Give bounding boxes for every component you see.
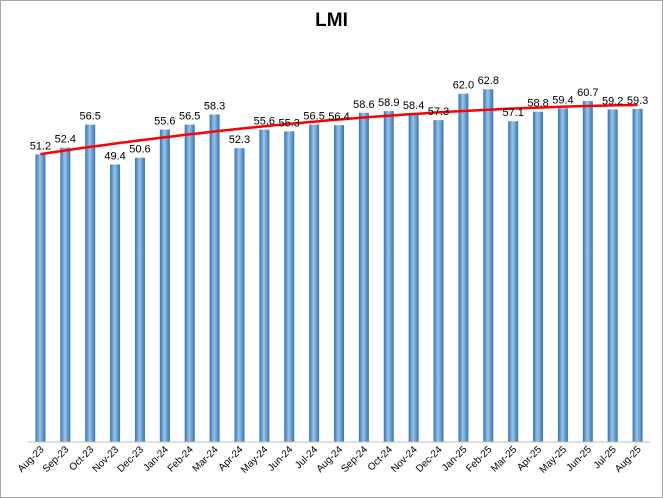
tick-label-Aug-23: Aug-23 (16, 444, 47, 475)
value-label-Jan-24: 55.6 (154, 116, 175, 128)
value-label-Jun-24: 55.3 (279, 117, 300, 129)
bar-Aug-24 (334, 125, 344, 442)
value-label-Dec-23: 50.6 (129, 144, 150, 156)
value-label-Jun-25: 60.7 (577, 87, 598, 99)
bar-Oct-24 (383, 111, 394, 442)
tick-label-Feb-24: Feb-24 (166, 444, 196, 474)
tick-label-Nov-23: Nov-23 (91, 444, 122, 475)
value-label-Oct-24: 58.9 (378, 97, 399, 109)
bar-Aug-25 (632, 108, 643, 442)
tick-label-Aug-24: Aug-24 (315, 444, 346, 475)
value-label-Aug-24: 56.4 (328, 111, 349, 123)
bar-Feb-25 (483, 89, 494, 442)
bar-Sep-23 (60, 147, 71, 442)
bar-Jan-24 (159, 129, 170, 443)
tick-label-Jun-24: Jun-24 (266, 444, 296, 474)
bar-Oct-23 (85, 124, 96, 443)
value-label-Sep-24: 58.6 (353, 99, 374, 111)
tick-label-May-25: May-25 (538, 444, 570, 476)
bar-Sep-24 (358, 112, 369, 443)
bar-Jul-24 (309, 124, 320, 443)
tick-label-Nov-24: Nov-24 (389, 444, 420, 475)
chart-title: LMI (315, 10, 348, 31)
bar-Apr-25 (533, 111, 544, 443)
bar-Nov-23 (110, 164, 121, 443)
bar-Mar-24 (209, 114, 220, 442)
bar-Jan-25 (458, 93, 469, 443)
tick-label-May-24: May-24 (239, 444, 271, 476)
tick-label-Aug-25: Aug-25 (613, 444, 644, 475)
value-label-Dec-24: 57.3 (428, 106, 449, 118)
value-label-Jul-24: 56.5 (303, 111, 324, 123)
tick-label-Jun-25: Jun-25 (565, 444, 595, 474)
value-label-Feb-24: 56.5 (179, 111, 200, 123)
tick-label-Mar-24: Mar-24 (191, 444, 221, 474)
value-label-Jul-25: 59.2 (602, 95, 623, 107)
value-label-Oct-23: 56.5 (79, 111, 100, 123)
bar-Dec-24 (433, 120, 444, 442)
value-label-Mar-25: 57.1 (502, 107, 523, 119)
value-label-Nov-24: 58.4 (403, 100, 424, 112)
bar-Feb-24 (184, 124, 195, 443)
bar-Nov-24 (408, 113, 419, 442)
value-label-Mar-24: 58.3 (204, 100, 225, 112)
value-label-Nov-23: 49.4 (104, 150, 125, 162)
tick-label-Sep-24: Sep-24 (339, 444, 370, 475)
value-label-Aug-23: 51.2 (30, 140, 51, 152)
value-label-Apr-24: 52.3 (229, 134, 250, 146)
bar-Aug-23 (35, 154, 46, 442)
value-label-Aug-25: 59.3 (627, 95, 648, 107)
bar-Jun-25 (582, 101, 593, 443)
tick-label-Feb-25: Feb-25 (464, 444, 494, 474)
value-label-Jan-25: 62.0 (453, 80, 474, 92)
value-label-Sep-23: 52.4 (55, 134, 76, 146)
bar-Apr-24 (234, 148, 245, 442)
trend-line (40, 103, 638, 156)
tick-label-Sep-23: Sep-23 (41, 444, 72, 475)
value-label-May-25: 59.4 (552, 94, 573, 106)
bar-Jul-25 (607, 109, 618, 442)
bar-Jun-24 (284, 131, 295, 442)
value-label-Feb-25: 62.8 (478, 75, 499, 87)
value-label-Apr-25: 58.8 (527, 98, 548, 110)
bar-May-25 (557, 108, 568, 442)
value-label-May-24: 55.6 (254, 116, 275, 128)
tick-label-Mar-25: Mar-25 (489, 444, 519, 474)
tick-label-Dec-24: Dec-24 (414, 444, 445, 475)
tick-label-Dec-23: Dec-23 (115, 444, 146, 475)
bar-May-24 (259, 129, 270, 443)
bar-Mar-25 (508, 121, 519, 442)
bar-Dec-23 (134, 157, 145, 442)
